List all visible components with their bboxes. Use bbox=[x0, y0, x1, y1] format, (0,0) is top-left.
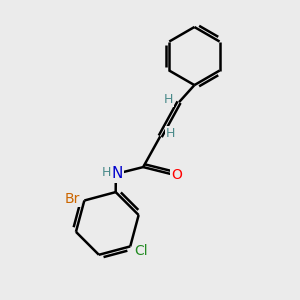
Text: O: O bbox=[171, 168, 182, 182]
Text: H: H bbox=[164, 93, 173, 106]
Text: N: N bbox=[112, 167, 123, 182]
Text: Cl: Cl bbox=[134, 244, 148, 257]
Text: H: H bbox=[166, 127, 175, 140]
Text: H: H bbox=[102, 166, 111, 179]
Text: Br: Br bbox=[65, 192, 80, 206]
